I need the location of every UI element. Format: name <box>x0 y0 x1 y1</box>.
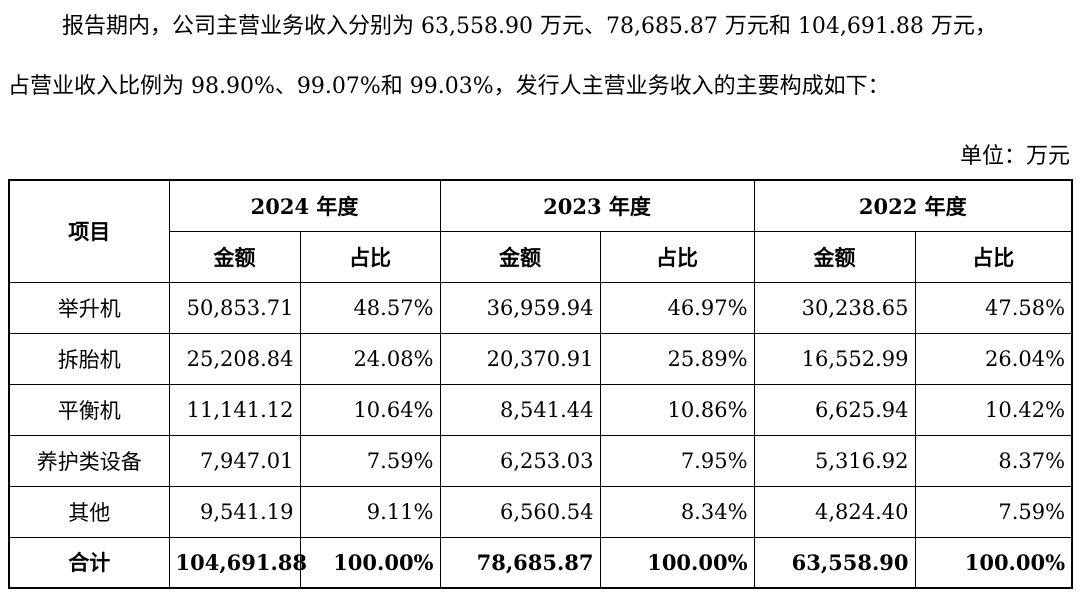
total-row: 合计 104,691.88 100.00% 78,685.87 100.00% … <box>8 536 1073 589</box>
cell-ratio-2024: 48.57% <box>299 281 441 334</box>
cell-ratio-2022: 8.37% <box>914 434 1073 487</box>
cell-ratio-2024: 24.08% <box>299 332 441 385</box>
intro-line-1: 报告期内，公司主营业务收入分别为 63,558.90 万元、78,685.87 … <box>62 14 997 39</box>
cell-ratio-2023: 46.97% <box>599 281 755 334</box>
total-amount-2023: 78,685.87 <box>439 536 601 589</box>
ratio-header: 占比 <box>914 230 1073 283</box>
total-amount-2022: 63,558.90 <box>753 536 916 589</box>
cell-amount-2022: 30,238.65 <box>753 281 916 334</box>
table-row: 养护类设备 7,947.01 7.59% 6,253.03 7.95% 5,31… <box>8 434 1073 487</box>
cell-amount-2024: 25,208.84 <box>168 332 301 385</box>
table-row: 其他 9,541.19 9.11% 6,560.54 8.34% 4,824.4… <box>8 485 1073 538</box>
ratio-header: 占比 <box>599 230 755 283</box>
item-column-header: 项目 <box>8 179 170 283</box>
amount-header: 金额 <box>439 230 601 283</box>
cell-amount-2023: 6,560.54 <box>439 485 601 538</box>
table-body: 举升机 50,853.71 48.57% 36,959.94 46.97% 30… <box>8 281 1073 589</box>
table-row: 平衡机 11,141.12 10.64% 8,541.44 10.86% 6,6… <box>8 383 1073 436</box>
cell-ratio-2023: 10.86% <box>599 383 755 436</box>
cell-amount-2023: 6,253.03 <box>439 434 601 487</box>
amount-header: 金额 <box>753 230 916 283</box>
cell-amount-2022: 6,625.94 <box>753 383 916 436</box>
total-ratio-2023: 100.00% <box>599 536 755 589</box>
row-name: 其他 <box>8 485 170 538</box>
ratio-header: 占比 <box>299 230 441 283</box>
year-header-2024: 2024 年度 <box>168 179 441 232</box>
cell-ratio-2024: 7.59% <box>299 434 441 487</box>
total-label: 合计 <box>8 536 170 589</box>
cell-ratio-2022: 10.42% <box>914 383 1073 436</box>
cell-ratio-2023: 25.89% <box>599 332 755 385</box>
cell-amount-2024: 9,541.19 <box>168 485 301 538</box>
cell-ratio-2022: 7.59% <box>914 485 1073 538</box>
cell-amount-2022: 4,824.40 <box>753 485 916 538</box>
table-subheader-row: 金额 占比 金额 占比 金额 占比 <box>9 230 1073 283</box>
total-amount-2024: 104,691.88 <box>168 536 307 589</box>
total-ratio-2024: 100.00% <box>299 536 441 589</box>
cell-amount-2022: 16,552.99 <box>753 332 916 385</box>
cell-amount-2023: 8,541.44 <box>439 383 601 436</box>
table-header-row: 项目 2024 年度 2023 年度 2022 年度 <box>8 179 1073 283</box>
revenue-composition-table: 项目 2024 年度 2023 年度 2022 年度 金额 占比 金额 占比 金… <box>8 179 1074 589</box>
table-row: 举升机 50,853.71 48.57% 36,959.94 46.97% 30… <box>8 281 1073 334</box>
total-ratio-2022: 100.00% <box>914 536 1073 589</box>
row-name: 养护类设备 <box>8 434 170 487</box>
row-name: 举升机 <box>8 281 170 334</box>
cell-ratio-2024: 10.64% <box>299 383 441 436</box>
unit-label: 单位：万元 <box>959 144 1070 169</box>
cell-amount-2023: 36,959.94 <box>439 281 601 334</box>
cell-ratio-2022: 47.58% <box>914 281 1073 334</box>
table-row: 拆胎机 25,208.84 24.08% 20,370.91 25.89% 16… <box>8 332 1073 385</box>
row-name: 平衡机 <box>8 383 170 436</box>
amount-header: 金额 <box>168 230 301 283</box>
cell-amount-2023: 20,370.91 <box>439 332 601 385</box>
cell-ratio-2024: 9.11% <box>299 485 441 538</box>
cell-amount-2022: 5,316.92 <box>753 434 916 487</box>
cell-amount-2024: 50,853.71 <box>168 281 301 334</box>
intro-line-2: 占营业收入比例为 98.90%、99.07%和 99.03%，发行人主营业务收入… <box>8 74 890 99</box>
cell-ratio-2022: 26.04% <box>914 332 1073 385</box>
cell-ratio-2023: 8.34% <box>599 485 755 538</box>
row-name: 拆胎机 <box>8 332 170 385</box>
year-header-2023: 2023 年度 <box>439 179 755 232</box>
year-header-2022: 2022 年度 <box>753 179 1073 232</box>
cell-amount-2024: 7,947.01 <box>168 434 301 487</box>
cell-ratio-2023: 7.95% <box>599 434 755 487</box>
cell-amount-2024: 11,141.12 <box>168 383 301 436</box>
